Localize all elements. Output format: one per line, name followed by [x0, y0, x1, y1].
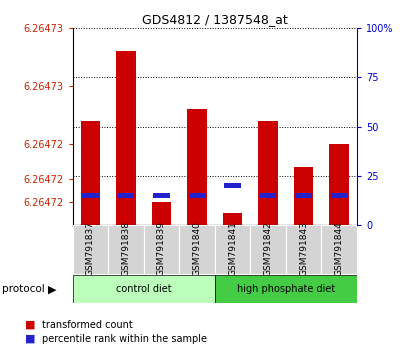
Bar [223, 213, 242, 225]
Bar [108, 225, 144, 274]
Text: percentile rank within the sample: percentile rank within the sample [42, 334, 207, 344]
Bar [189, 193, 205, 198]
Text: GSM791839: GSM791839 [157, 221, 166, 276]
Text: GSM791838: GSM791838 [122, 221, 130, 276]
Bar [153, 193, 170, 198]
Bar [73, 275, 215, 303]
Bar [215, 275, 357, 303]
Text: GSM791842: GSM791842 [264, 221, 273, 276]
Bar [250, 225, 286, 274]
Bar [152, 202, 171, 225]
Text: ■: ■ [25, 320, 35, 330]
Bar [116, 51, 136, 225]
Bar [73, 225, 108, 274]
Text: GSM791841: GSM791841 [228, 221, 237, 276]
Text: transformed count: transformed count [42, 320, 132, 330]
Text: ▶: ▶ [48, 284, 56, 294]
Bar [321, 225, 357, 274]
Bar [81, 121, 100, 225]
Text: protocol: protocol [2, 284, 45, 294]
Text: ■: ■ [25, 334, 35, 344]
Bar [286, 225, 321, 274]
Text: control diet: control diet [116, 284, 171, 294]
Bar [331, 193, 347, 198]
Bar [215, 225, 250, 274]
Bar [117, 193, 134, 198]
Text: GSM791843: GSM791843 [299, 221, 308, 276]
Bar [260, 193, 276, 198]
Text: high phosphate diet: high phosphate diet [237, 284, 335, 294]
Title: GDS4812 / 1387548_at: GDS4812 / 1387548_at [142, 13, 288, 26]
Bar [144, 225, 179, 274]
Bar [294, 167, 313, 225]
Text: GSM791844: GSM791844 [334, 221, 344, 276]
Bar [187, 109, 207, 225]
Bar [258, 121, 278, 225]
Bar [330, 144, 349, 225]
Bar [224, 183, 241, 188]
Bar [295, 193, 312, 198]
Bar [82, 193, 99, 198]
Text: GSM791840: GSM791840 [193, 221, 202, 276]
Bar [179, 225, 215, 274]
Text: GSM791837: GSM791837 [86, 221, 95, 276]
